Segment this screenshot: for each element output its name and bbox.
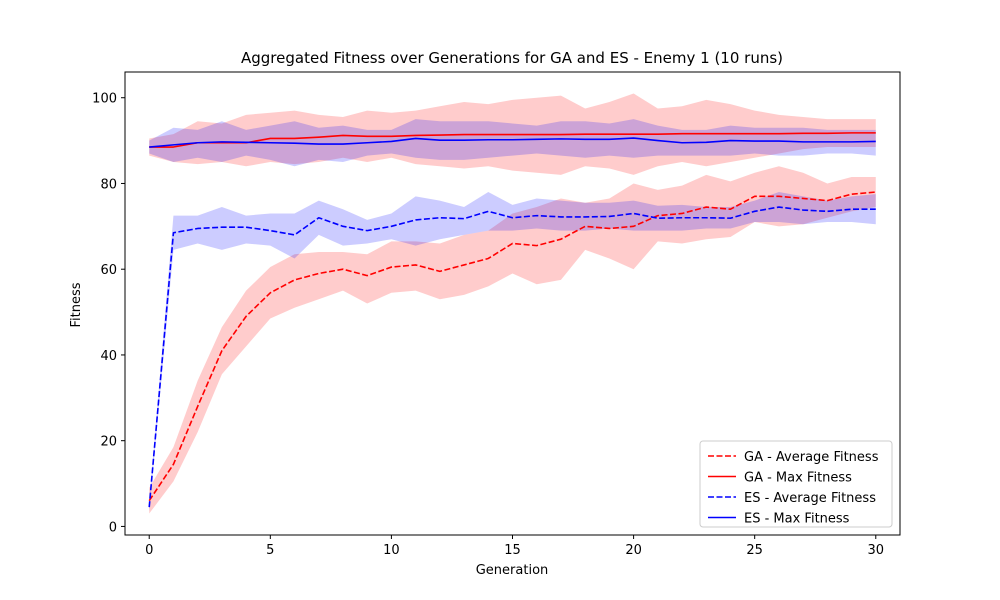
y-tick-label: 80	[100, 177, 117, 192]
band-es-max-fitness	[149, 119, 876, 167]
band-ga-average-fitness	[149, 166, 876, 514]
x-tick-label: 15	[504, 543, 521, 558]
x-tick-label: 10	[383, 543, 400, 558]
legend-label-ga-max-fitness: GA - Max Fitness	[744, 471, 852, 486]
y-tick-label: 0	[109, 520, 117, 535]
y-tick-label: 20	[100, 435, 117, 450]
line-es-average-fitness	[148, 206, 876, 508]
x-tick-label: 30	[868, 543, 885, 558]
y-tick-label: 40	[100, 349, 117, 364]
x-tick-label: 20	[625, 543, 642, 558]
y-axis-label: Fitness	[69, 282, 84, 327]
x-tick-label: 25	[746, 543, 763, 558]
chart-title: Aggregated Fitness over Generations for …	[241, 49, 783, 67]
y-tick-label: 100	[92, 92, 117, 107]
legend-label-ga-average-fitness: GA - Average Fitness	[744, 450, 879, 465]
legend-label-es-average-fitness: ES - Average Fitness	[744, 491, 876, 506]
x-tick-label: 0	[145, 543, 153, 558]
series-lines	[148, 132, 876, 508]
line-es-max-fitness	[149, 137, 876, 148]
legend: GA - Average Fitness GA - Max Fitness ES -…	[699, 440, 893, 528]
ticks: 0 5 10 15 20 25 30 0 20 40 60 80 100	[92, 92, 884, 558]
band-es-average-fitness	[149, 192, 876, 512]
x-axis-label: Generation	[476, 563, 549, 578]
legend-label-es-max-fitness: ES - Max Fitness	[744, 512, 850, 527]
y-tick-label: 60	[100, 263, 117, 278]
legend-box	[699, 440, 893, 528]
line-ga-max-fitness	[149, 132, 876, 148]
line-ga-average-fitness	[148, 191, 876, 502]
x-tick-label: 5	[266, 543, 274, 558]
